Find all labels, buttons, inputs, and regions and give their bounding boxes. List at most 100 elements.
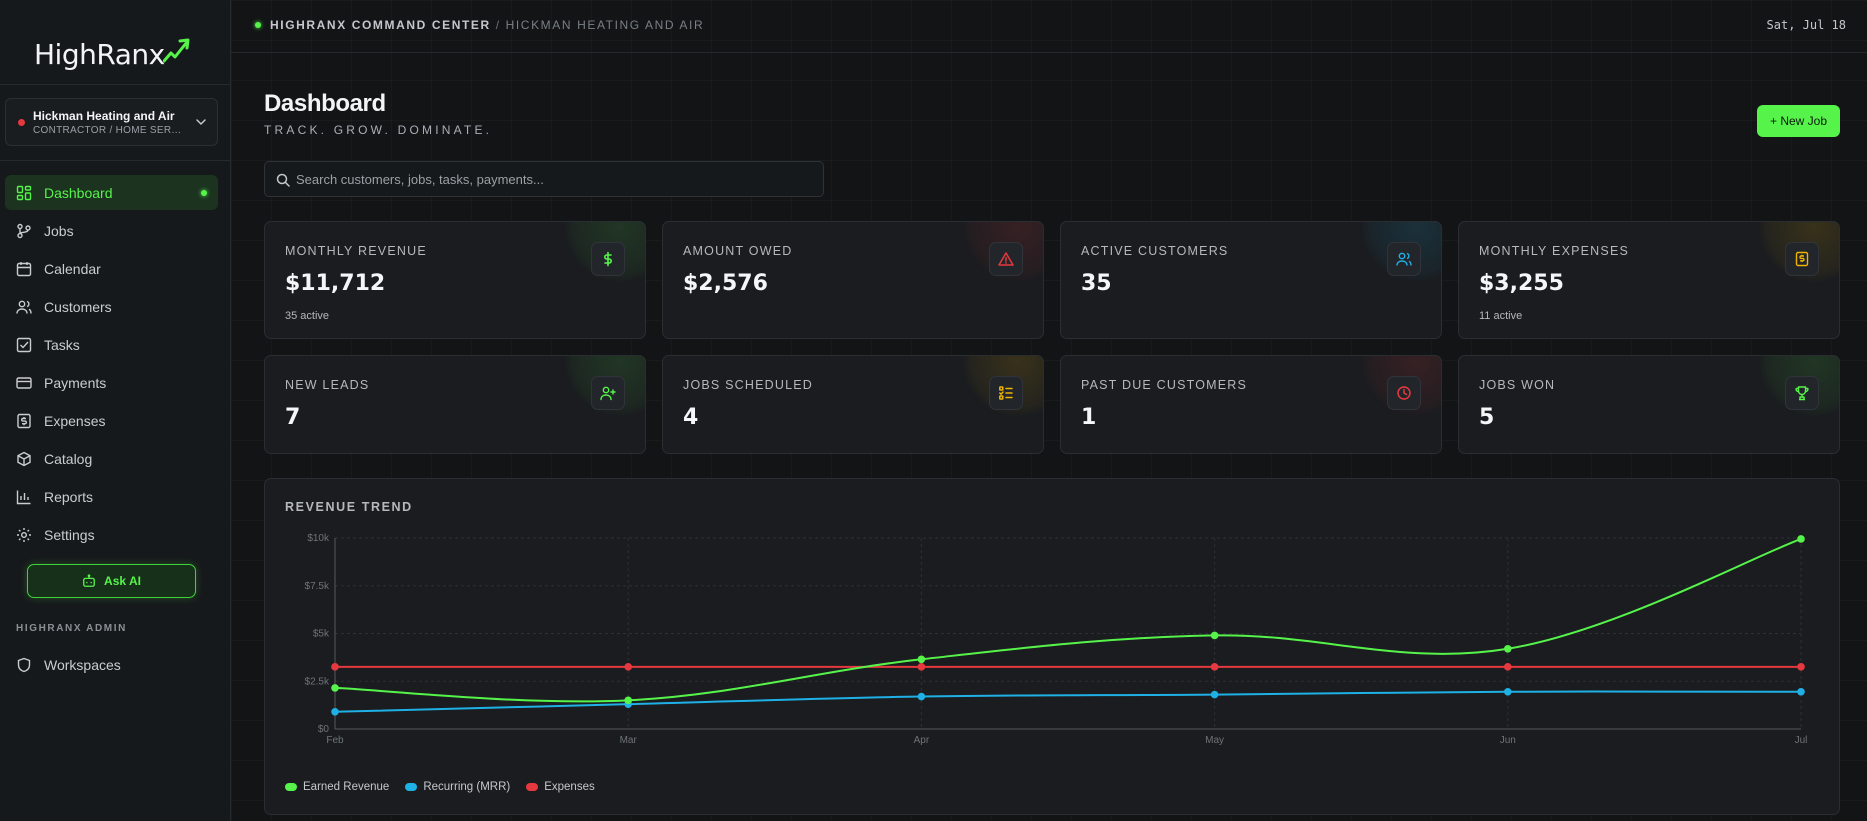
sidebar-item-jobs[interactable]: Jobs bbox=[5, 213, 218, 248]
robot-icon bbox=[83, 574, 95, 587]
sidebar-item-tasks[interactable]: Tasks bbox=[5, 327, 218, 362]
stat-card-amount-owed[interactable]: AMOUNT OWED $2,576 bbox=[662, 221, 1044, 339]
settings-icon bbox=[17, 527, 31, 542]
series-line-recurring-mrr bbox=[334, 690, 1802, 713]
stat-value: 5 bbox=[1479, 405, 1495, 430]
stat-card-new-leads[interactable]: NEW LEADS 7 bbox=[264, 355, 646, 454]
data-point-earned-revenue bbox=[917, 655, 926, 664]
top-bar: HIGHRANX COMMAND CENTER / HICKMAN HEATIN… bbox=[231, 0, 1867, 53]
stat-label: NEW LEADS bbox=[285, 378, 370, 392]
trophy-icon bbox=[1785, 376, 1819, 410]
chart-legend: Earned Revenue Recurring (MRR) Expenses bbox=[285, 781, 611, 793]
sidebar-item-label: Calendar bbox=[44, 260, 101, 277]
logo-text: HighRanx bbox=[34, 37, 165, 71]
legend-label: Expenses bbox=[544, 781, 595, 793]
y-tick-label: $10k bbox=[307, 533, 330, 544]
legend-swatch bbox=[526, 783, 539, 791]
x-tick-label: Feb bbox=[326, 735, 344, 746]
sidebar-item-label: Expenses bbox=[44, 412, 106, 429]
legend-item-expenses[interactable]: Expenses bbox=[526, 781, 595, 793]
sidebar-divider bbox=[0, 160, 231, 161]
sidebar-item-expenses[interactable]: Expenses bbox=[5, 403, 218, 438]
legend-item-earned-revenue[interactable]: Earned Revenue bbox=[285, 781, 389, 793]
data-point-earned-revenue bbox=[331, 684, 339, 692]
stat-card-monthly-revenue[interactable]: MONTHLY REVENUE $11,712 35 active bbox=[264, 221, 646, 339]
stat-label: AMOUNT OWED bbox=[683, 244, 793, 258]
data-point-recurring-mrr bbox=[1797, 687, 1805, 696]
stat-value: 7 bbox=[285, 405, 301, 430]
new-job-button[interactable]: + New Job bbox=[1757, 105, 1840, 137]
admin-section-label: HIGHRANX ADMIN bbox=[16, 623, 127, 634]
search-input[interactable] bbox=[296, 162, 816, 196]
shield-icon bbox=[17, 657, 31, 672]
sidebar-item-label: Payments bbox=[44, 374, 107, 391]
dashboard-icon bbox=[16, 185, 32, 200]
stat-card-past-due-customers[interactable]: PAST DUE CUSTOMERS 1 bbox=[1060, 355, 1442, 454]
tasks-icon bbox=[16, 337, 32, 352]
stat-card-jobs-scheduled[interactable]: JOBS SCHEDULED 4 bbox=[662, 355, 1044, 454]
breadcrumb-separator: / bbox=[495, 18, 501, 32]
stat-card-active-customers[interactable]: ACTIVE CUSTOMERS 35 bbox=[1060, 221, 1442, 339]
dollar-icon bbox=[591, 242, 625, 276]
data-point-expenses bbox=[1797, 663, 1805, 671]
y-tick-label: $2.5k bbox=[305, 676, 330, 687]
data-point-recurring-mrr bbox=[331, 708, 339, 716]
data-point-recurring-mrr bbox=[917, 692, 926, 701]
sidebar-item-dashboard[interactable]: Dashboard bbox=[5, 175, 218, 210]
logo[interactable]: HighRanx bbox=[34, 34, 191, 74]
data-point-recurring-mrr bbox=[1210, 690, 1219, 699]
customers-icon bbox=[16, 300, 32, 314]
calendar-icon bbox=[16, 261, 32, 276]
stat-label: JOBS SCHEDULED bbox=[683, 378, 814, 392]
expenses-icon bbox=[17, 413, 31, 428]
y-tick-label: $5k bbox=[313, 629, 330, 640]
sidebar-item-label: Customers bbox=[44, 298, 112, 315]
sidebar-nav: Dashboard Jobs Calendar Customers Tasks … bbox=[5, 175, 218, 555]
breadcrumb: HIGHRANX COMMAND CENTER / HICKMAN HEATIN… bbox=[270, 18, 704, 32]
stat-value: 35 bbox=[1081, 271, 1112, 296]
sidebar-item-workspaces[interactable]: Workspaces bbox=[5, 647, 218, 682]
data-point-expenses bbox=[331, 663, 339, 671]
legend-label: Earned Revenue bbox=[303, 781, 390, 793]
sidebar-item-customers[interactable]: Customers bbox=[5, 289, 218, 324]
x-tick-label: Mar bbox=[620, 735, 638, 746]
sidebar-item-settings[interactable]: Settings bbox=[5, 517, 218, 552]
sidebar-item-label: Catalog bbox=[44, 450, 93, 467]
sidebar-item-calendar[interactable]: Calendar bbox=[5, 251, 218, 286]
workspace-switcher[interactable]: Hickman Heating and Air CONTRACTOR / HOM… bbox=[5, 98, 218, 146]
workspace-name: Hickman Heating and Air bbox=[33, 109, 175, 123]
list-check-icon bbox=[989, 376, 1023, 410]
x-tick-label: Apr bbox=[914, 735, 930, 746]
x-tick-label: Jun bbox=[1500, 735, 1516, 746]
sidebar-item-catalog[interactable]: Catalog bbox=[5, 441, 218, 476]
chevron-down-icon bbox=[196, 119, 206, 125]
data-point-expenses bbox=[917, 663, 926, 671]
sidebar-item-payments[interactable]: Payments bbox=[5, 365, 218, 400]
ask-ai-button[interactable]: Ask AI bbox=[27, 564, 196, 598]
ask-ai-label: Ask AI bbox=[104, 574, 141, 588]
sidebar-item-reports[interactable]: Reports bbox=[5, 479, 218, 514]
sidebar-item-label: Tasks bbox=[44, 336, 80, 353]
payments-icon bbox=[16, 376, 32, 389]
stat-card-jobs-won[interactable]: JOBS WON 5 bbox=[1458, 355, 1840, 454]
stat-card-monthly-expenses[interactable]: MONTHLY EXPENSES $3,255 11 active bbox=[1458, 221, 1840, 339]
alert-triangle-icon bbox=[989, 242, 1023, 276]
sidebar-item-label: Jobs bbox=[44, 222, 74, 239]
breadcrumb-root[interactable]: HIGHRANX COMMAND CENTER bbox=[270, 18, 491, 32]
workspace-status-dot bbox=[18, 119, 25, 126]
legend-swatch bbox=[405, 783, 418, 791]
current-date: Sat, Jul 18 bbox=[1766, 18, 1846, 32]
legend-item-recurring-mrr[interactable]: Recurring (MRR) bbox=[405, 781, 510, 793]
clock-icon bbox=[1387, 376, 1421, 410]
search-icon bbox=[276, 173, 290, 187]
stat-value: $11,712 bbox=[285, 271, 386, 296]
x-tick-label: Jul bbox=[1795, 735, 1808, 746]
stat-value: 1 bbox=[1081, 405, 1097, 430]
users-icon bbox=[1387, 242, 1421, 276]
main-content: HIGHRANX COMMAND CENTER / HICKMAN HEATIN… bbox=[231, 0, 1867, 821]
workspace-type: CONTRACTOR / HOME SERVICES bbox=[33, 125, 183, 136]
data-point-earned-revenue bbox=[1797, 535, 1805, 543]
revenue-trend-chart: REVENUE TREND $0 $2.5k $5k $7.5k $10k Feb Mar A… bbox=[264, 478, 1840, 815]
stat-value: $3,255 bbox=[1479, 271, 1564, 296]
legend-swatch bbox=[285, 783, 297, 791]
